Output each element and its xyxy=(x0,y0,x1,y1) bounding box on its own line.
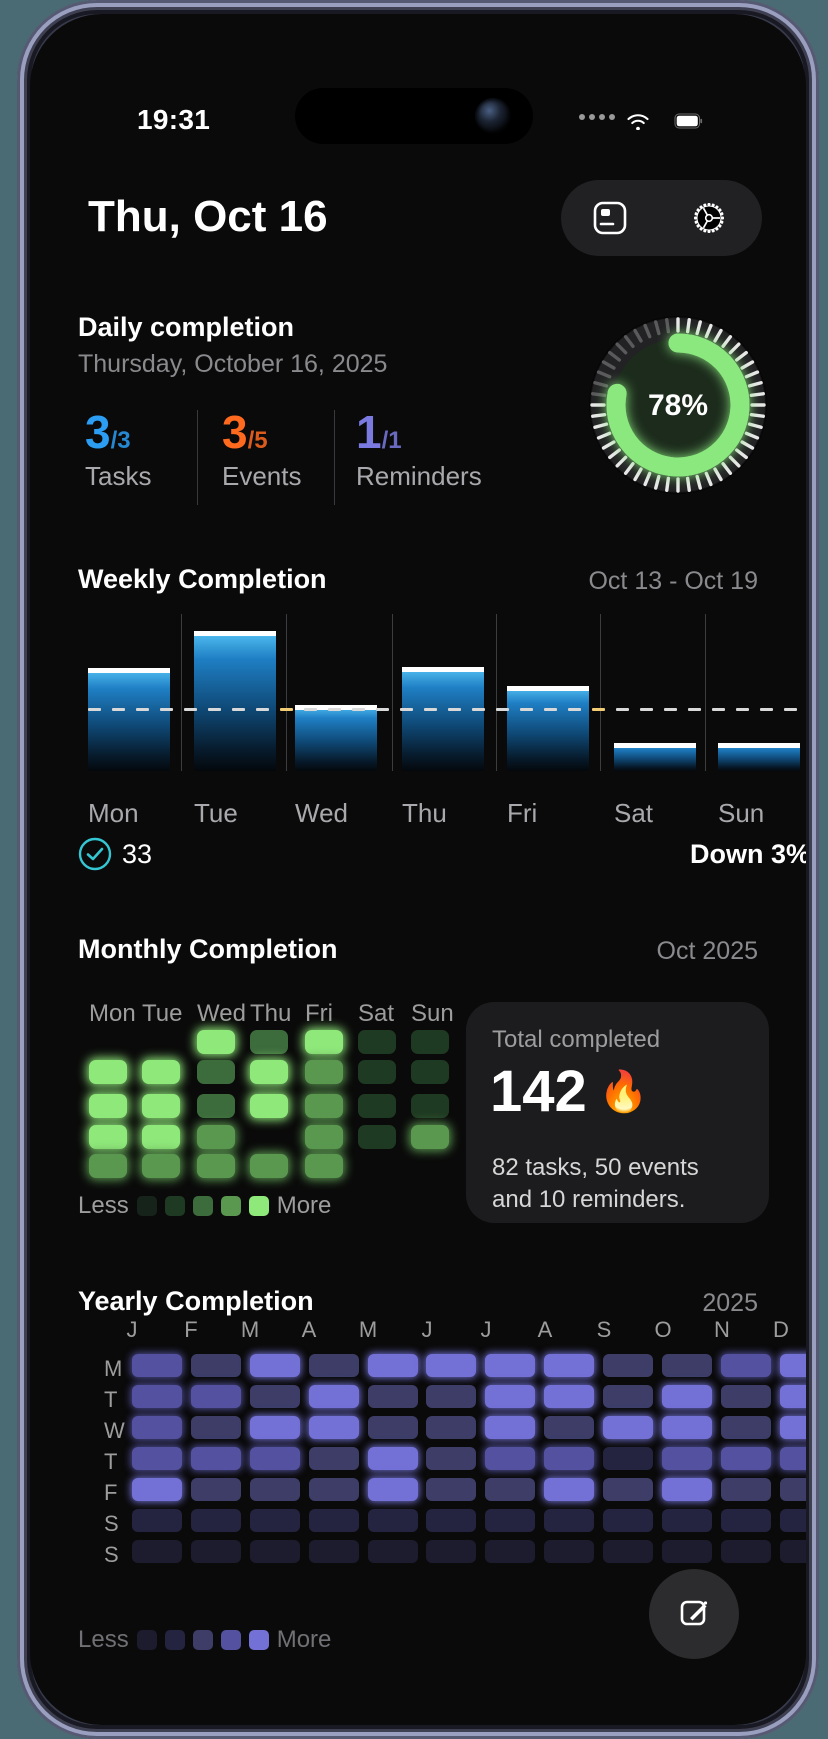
svg-text:78%: 78% xyxy=(648,389,708,422)
